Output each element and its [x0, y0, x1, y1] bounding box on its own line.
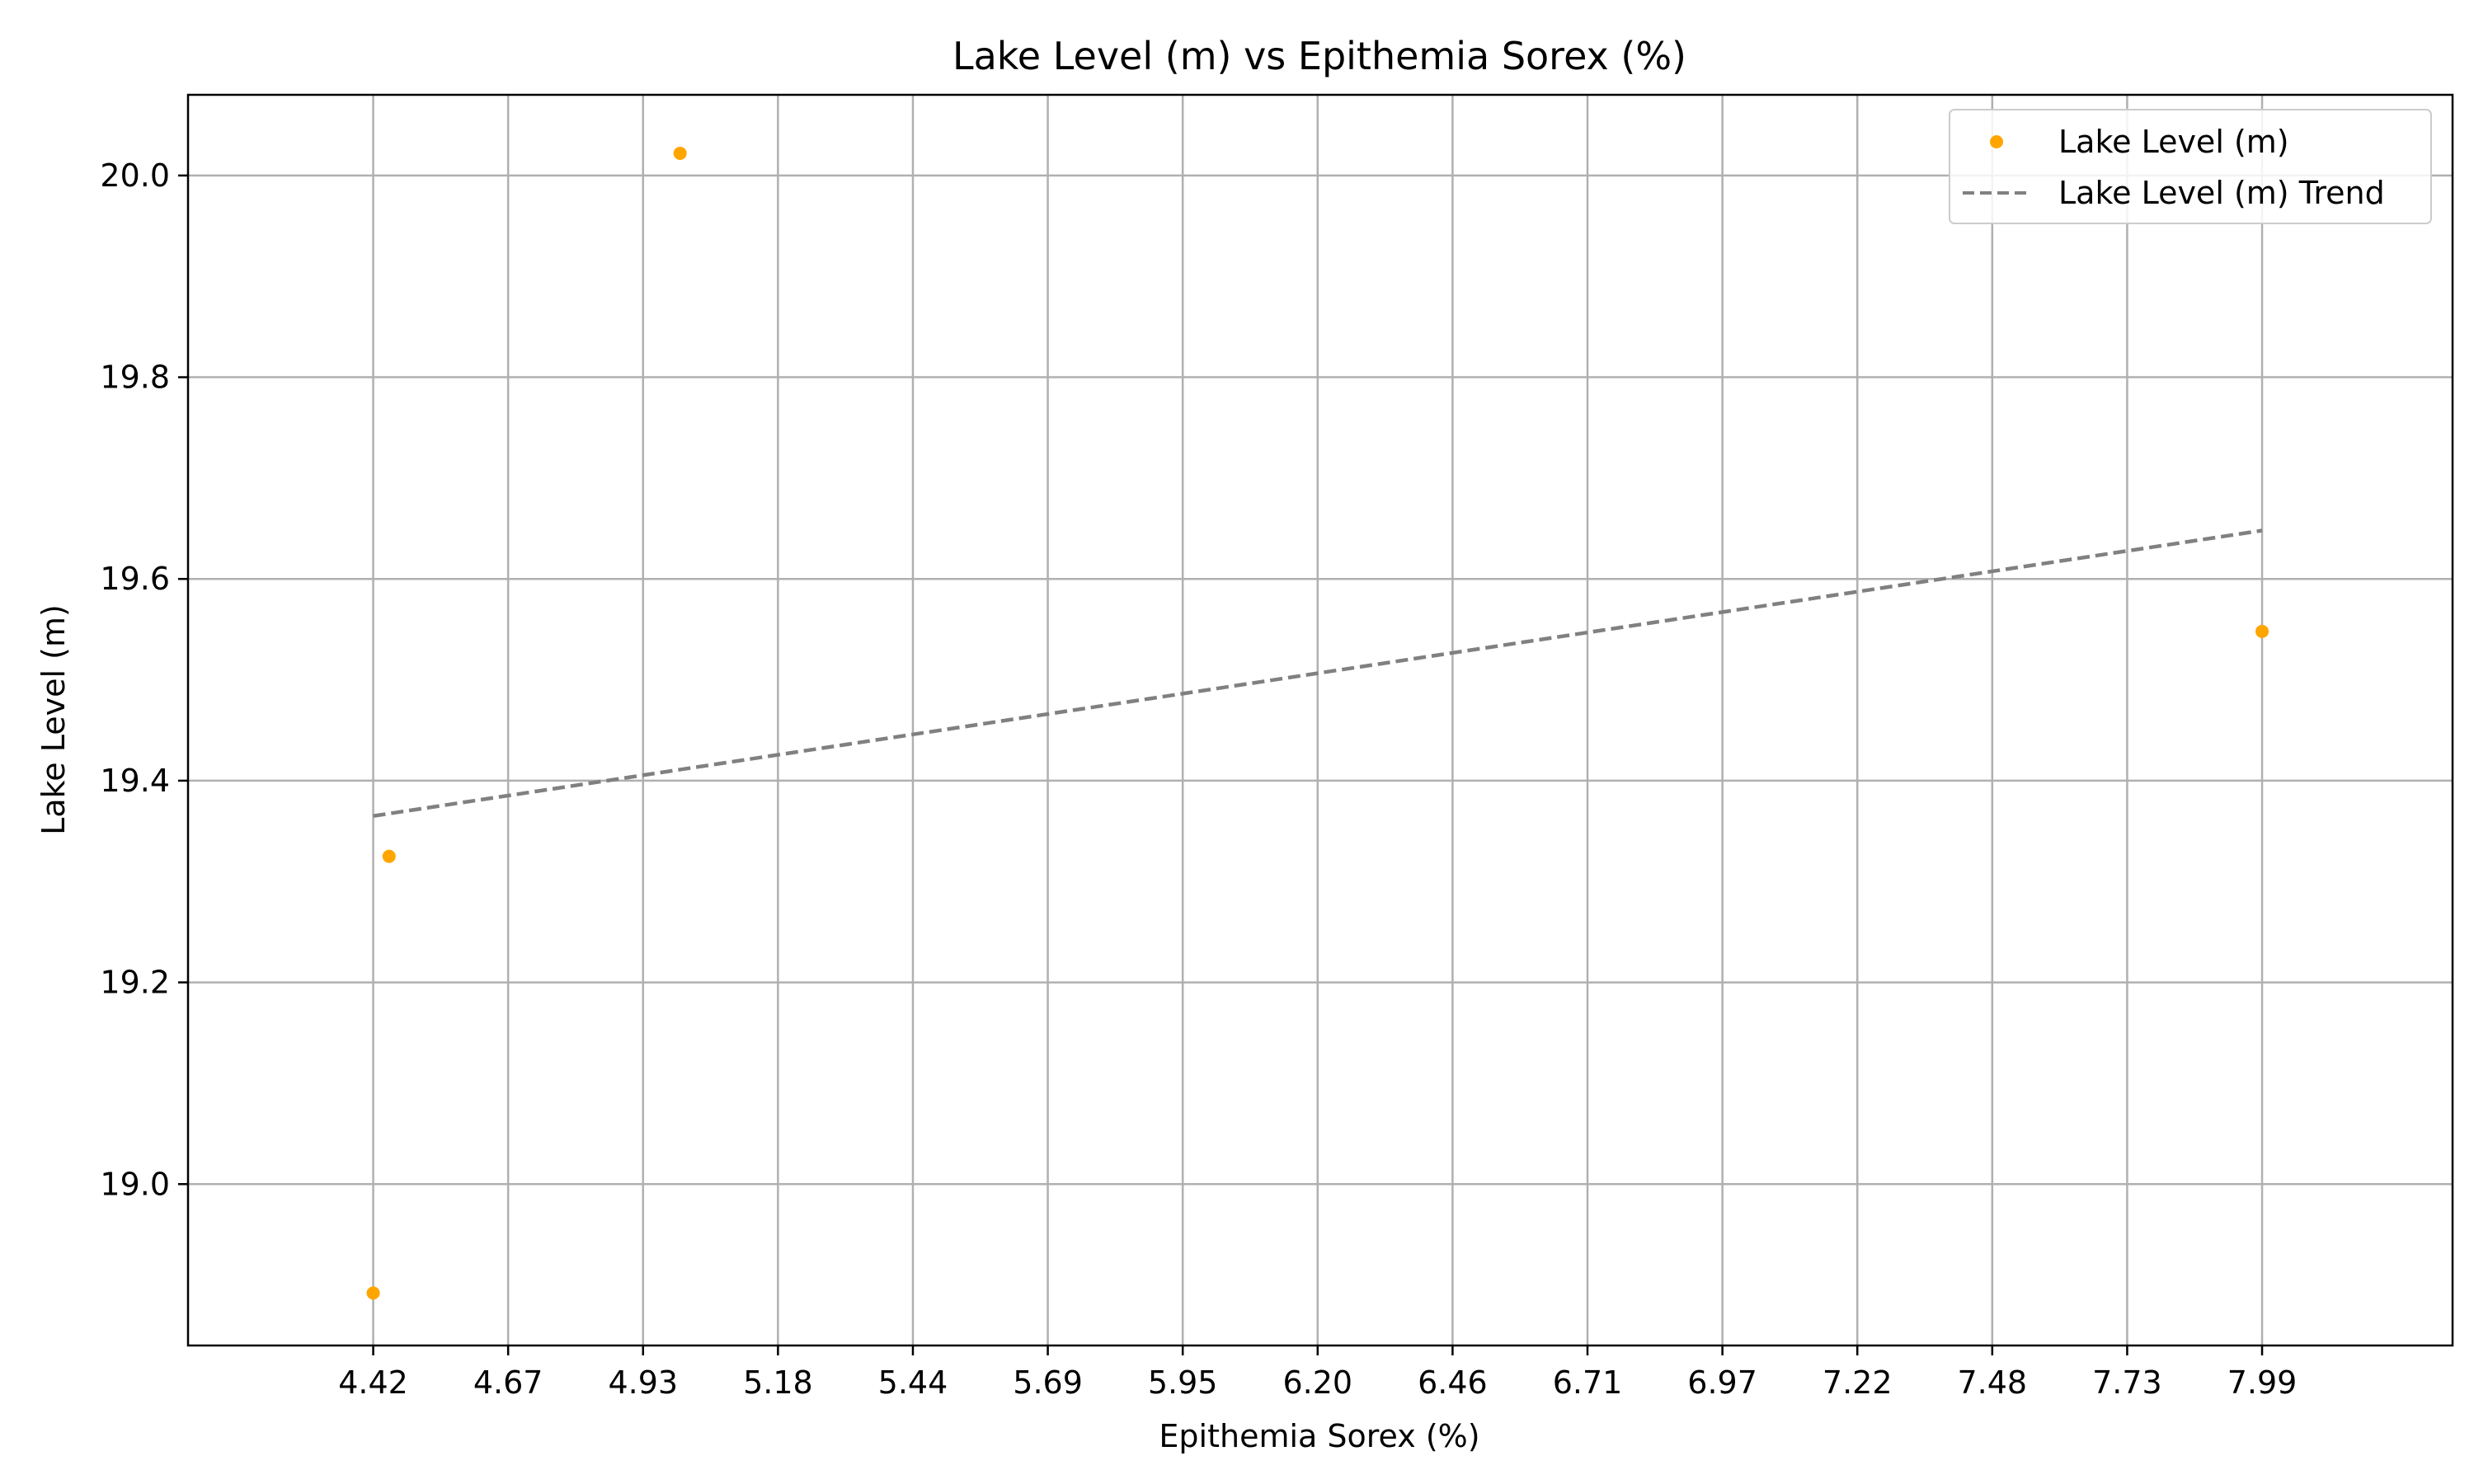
x-tick-label: 5.69 — [1013, 1364, 1083, 1401]
y-tick-label: 19.0 — [100, 1166, 170, 1202]
legend-marker-scatter — [1990, 135, 2003, 148]
y-tick-label: 19.2 — [100, 965, 170, 1001]
chart-title: Lake Level (m) vs Epithemia Sorex (%) — [952, 34, 1686, 78]
x-tick-label: 6.71 — [1553, 1364, 1623, 1401]
x-tick-label: 7.73 — [2092, 1364, 2162, 1401]
x-tick-label: 4.42 — [338, 1364, 408, 1401]
x-tick-label: 7.99 — [2227, 1364, 2298, 1401]
x-tick-label: 6.46 — [1418, 1364, 1488, 1401]
legend-box — [1949, 109, 2432, 224]
points-layer — [366, 146, 2269, 1300]
x-tick-label: 6.97 — [1687, 1364, 1757, 1401]
x-tick-label: 6.20 — [1282, 1364, 1352, 1401]
data-point — [366, 1286, 380, 1300]
grid — [188, 95, 2453, 1345]
legend: Lake Level (m) Lake Level (m) Trend — [1949, 109, 2432, 224]
data-point — [382, 849, 396, 863]
legend-label-scatter: Lake Level (m) — [2058, 124, 2289, 160]
trend-layer — [373, 528, 2263, 818]
x-tick-label: 5.18 — [743, 1364, 813, 1401]
x-tick-label: 4.67 — [473, 1364, 543, 1401]
y-tick-label: 20.0 — [100, 157, 170, 194]
x-tick-label: 7.48 — [1958, 1364, 2028, 1401]
x-tick-label: 5.44 — [878, 1364, 948, 1401]
y-tick-label: 19.6 — [100, 561, 170, 597]
data-point — [673, 146, 687, 160]
legend-label-trend: Lake Level (m) Trend — [2058, 175, 2385, 211]
y-axis-ticks: 19.0 19.2 19.4 19.6 19.8 20.0 — [100, 157, 188, 1202]
y-axis-label: Lake Level (m) — [35, 604, 72, 835]
x-tick-label: 5.95 — [1148, 1364, 1218, 1401]
data-point — [2255, 624, 2269, 638]
x-tick-label: 7.22 — [1823, 1364, 1893, 1401]
x-axis-ticks: 4.42 4.67 4.93 5.18 5.44 5.69 5.95 6.20 6.46 6.71… — [338, 1345, 2297, 1401]
x-tick-label: 4.93 — [608, 1364, 678, 1401]
trend-line — [373, 528, 2263, 818]
y-tick-label: 19.8 — [100, 359, 170, 396]
y-tick-label: 19.4 — [100, 763, 170, 799]
x-axis-label: Epithemia Sorex (%) — [1159, 1418, 1479, 1454]
plot-frame — [186, 93, 2454, 1347]
